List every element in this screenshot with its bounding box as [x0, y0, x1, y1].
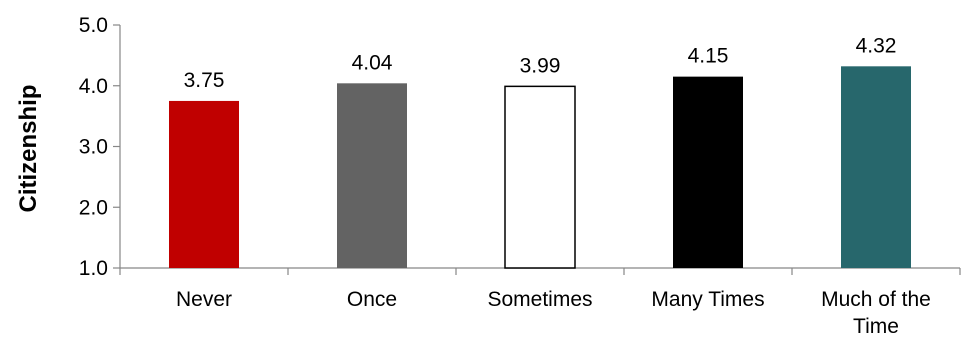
- y-tick-label: 4.0: [79, 75, 108, 98]
- bar: [504, 85, 576, 269]
- data-label: 4.15: [688, 45, 729, 68]
- data-label: 3.75: [184, 69, 225, 92]
- y-tick-label: 1.0: [79, 257, 108, 280]
- x-tick-label: Never: [176, 288, 232, 311]
- bar: [337, 83, 407, 268]
- y-tick-label: 2.0: [79, 196, 108, 219]
- y-tick-label: 5.0: [79, 14, 108, 37]
- bar: [169, 100, 239, 268]
- bar: [673, 76, 743, 268]
- data-label: 3.99: [520, 54, 561, 77]
- x-tick-label: Once: [347, 288, 397, 311]
- data-label: 4.04: [352, 51, 393, 74]
- x-tick-label: Much of the: [821, 288, 931, 311]
- x-tick-label: Sometimes: [487, 288, 592, 311]
- bar: [841, 66, 911, 268]
- data-label: 4.32: [856, 34, 897, 57]
- y-axis-title: Citizenship: [15, 84, 42, 212]
- y-tick-label: 3.0: [79, 136, 108, 159]
- x-tick-label: Time: [853, 315, 899, 338]
- x-tick-label: Many Times: [651, 288, 764, 311]
